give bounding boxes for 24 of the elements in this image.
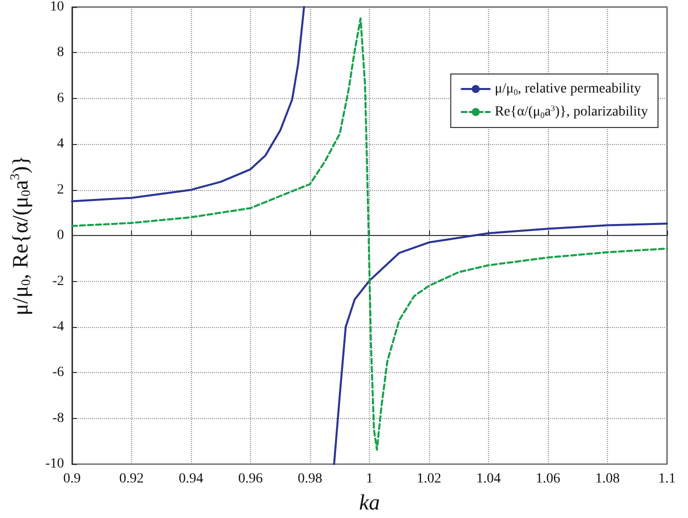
y-tick-label: 0 (57, 228, 64, 244)
y-tick-label: -10 (45, 456, 64, 472)
x-tick-label: 1.04 (476, 472, 501, 487)
y-tick-label: 6 (57, 90, 64, 106)
x-tick-label: 0.94 (178, 472, 204, 487)
x-tick-label: 0.98 (298, 472, 322, 487)
x-tick-label: 1.08 (595, 472, 620, 487)
x-tick-label: 1.1 (658, 472, 676, 487)
x-tick-label: 1.02 (416, 472, 442, 487)
x-tick-label: 1 (366, 472, 373, 487)
y-tick-label: 4 (57, 136, 64, 152)
y-tick-label: -2 (52, 274, 64, 289)
x-tick-label: 0.9 (63, 472, 81, 487)
y-tick-label: -6 (52, 365, 64, 380)
y-tick-label: -4 (52, 319, 64, 334)
x-tick-label: 0.96 (238, 472, 263, 487)
x-tick-label: 0.92 (119, 472, 144, 487)
x-axis-title: ka (359, 490, 380, 514)
y-tick-label: 8 (57, 45, 64, 60)
y-axis-title: μ/μ0, Re{α/(μ0a3)} (7, 156, 33, 316)
y-tick-label: 10 (50, 0, 64, 14)
x-tick-label: 1.06 (536, 472, 560, 487)
y-tick-label: 2 (57, 182, 64, 198)
y-tick-label: -8 (52, 410, 64, 426)
